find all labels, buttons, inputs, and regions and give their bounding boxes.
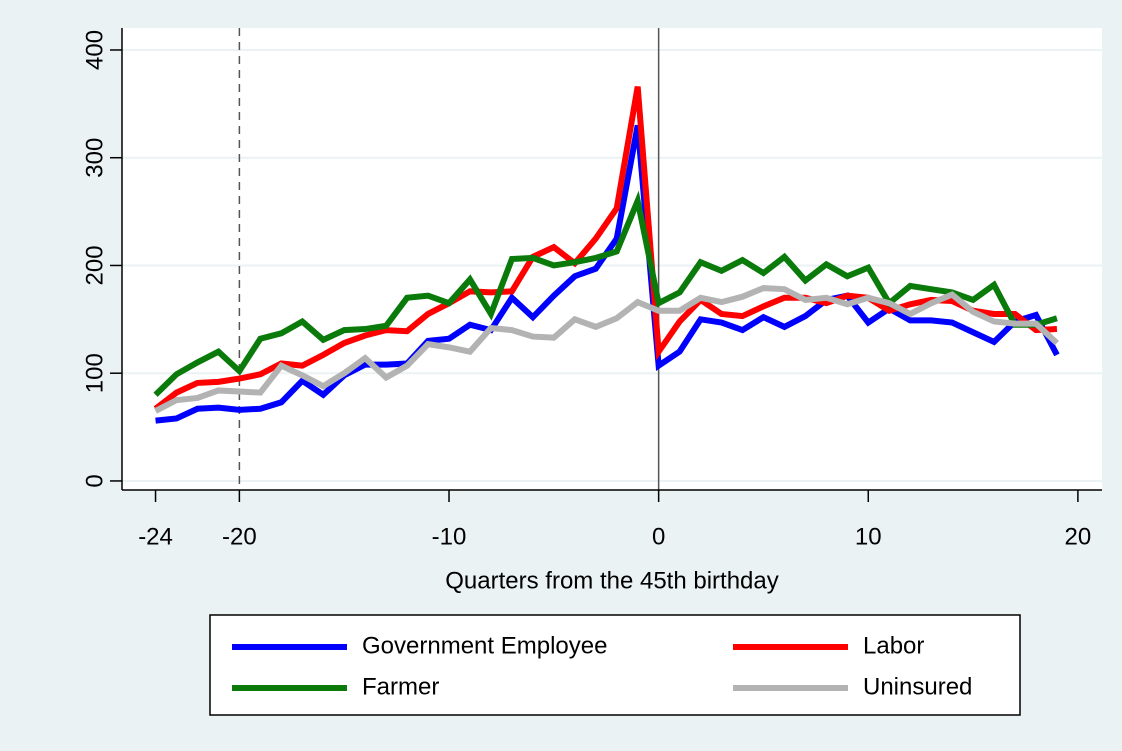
y-tick-label: 0 bbox=[81, 474, 108, 487]
x-tick-label: 10 bbox=[855, 523, 882, 550]
x-tick-label: -20 bbox=[222, 523, 257, 550]
x-tick-label: 0 bbox=[652, 523, 665, 550]
legend-label: Government Employee bbox=[362, 632, 607, 659]
series-line bbox=[153, 190, 1058, 397]
legend-label: Labor bbox=[863, 632, 924, 659]
plot-area bbox=[122, 28, 1102, 490]
x-tick-label: -10 bbox=[432, 523, 467, 550]
x-axis-label: Quarters from the 45th birthday bbox=[445, 567, 779, 594]
y-tick-label: 400 bbox=[81, 30, 108, 70]
x-tick-label: 20 bbox=[1065, 523, 1092, 550]
series-line bbox=[153, 86, 1058, 412]
series-line bbox=[154, 285, 1059, 414]
legend-label: Farmer bbox=[362, 673, 439, 700]
y-tick-label: 300 bbox=[81, 138, 108, 178]
legend bbox=[209, 614, 1021, 716]
x-tick-label: -24 bbox=[138, 523, 173, 550]
legend-label: Uninsured bbox=[863, 673, 972, 700]
y-tick-label: 100 bbox=[81, 353, 108, 393]
y-tick-label: 200 bbox=[81, 245, 108, 285]
